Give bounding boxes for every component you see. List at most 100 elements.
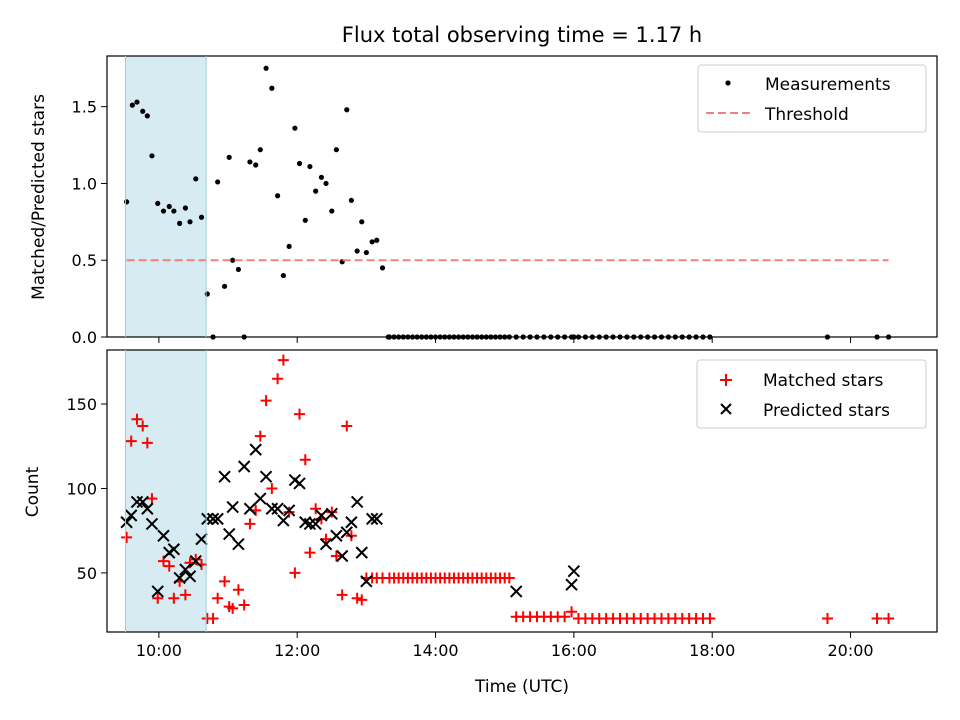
matched-point	[219, 575, 231, 587]
predicted-point	[259, 470, 273, 483]
predicted-point	[360, 575, 373, 588]
matched-point	[299, 454, 311, 466]
matched-point	[141, 437, 153, 449]
measurement-point	[323, 180, 329, 187]
legend-measurements-marker	[725, 80, 731, 86]
legend-measurements: Measurements	[765, 75, 891, 95]
measurement-point	[215, 179, 221, 185]
matched-point	[821, 612, 833, 624]
legend-matched-marker	[720, 374, 732, 386]
predicted-point	[120, 516, 133, 529]
ratio-legend: Measurements Threshold	[697, 64, 927, 133]
measurement-point	[226, 154, 232, 160]
measurement-point	[123, 199, 130, 205]
matched-point	[559, 611, 571, 623]
measurement-point	[166, 203, 172, 210]
measurement-point	[348, 197, 354, 203]
measurement-point	[374, 237, 380, 243]
matched-point	[207, 612, 219, 624]
measurement-point	[379, 265, 386, 271]
predicted-point	[218, 470, 231, 483]
count-highlight-span	[125, 350, 207, 632]
ratio-highlight-span	[125, 56, 207, 337]
matched-point	[330, 550, 342, 562]
predicted-point	[249, 443, 262, 456]
measurement-point	[269, 85, 275, 91]
measurement-point	[144, 113, 150, 119]
predicted-point	[136, 495, 149, 509]
x-tick-label: 10:00	[136, 641, 182, 660]
measurement-point	[235, 266, 242, 273]
matched-point	[277, 354, 289, 366]
predicted-point	[201, 512, 214, 526]
legend-predicted-marker	[720, 403, 732, 415]
predicted-point	[330, 529, 343, 542]
measurement-point	[280, 272, 286, 279]
predicted-point	[345, 516, 358, 529]
predicted-point	[365, 512, 379, 526]
matched-point	[310, 503, 322, 515]
predicted-point	[130, 495, 144, 509]
predicted-point	[567, 565, 581, 578]
chart-title: Flux total observing time = 1.17 h	[342, 23, 702, 47]
matched-point	[304, 547, 316, 559]
measurement-point	[318, 174, 325, 180]
predicted-point	[282, 504, 296, 517]
count-y-tick-label: 100	[66, 479, 97, 498]
measurement-point	[302, 217, 308, 223]
measurement-point	[313, 188, 319, 194]
measurement-point	[155, 200, 161, 207]
x-tick-label: 20:00	[827, 641, 873, 660]
matched-point	[503, 572, 515, 584]
matched-point	[883, 612, 895, 624]
legend-threshold: Threshold	[764, 105, 849, 125]
predicted-point	[151, 585, 164, 598]
predicted-point	[226, 500, 239, 514]
measurement-point	[296, 160, 303, 167]
measurement-point	[149, 153, 155, 159]
predicted-point	[211, 512, 224, 526]
matched-point	[356, 594, 368, 606]
matched-point	[212, 592, 224, 604]
matched-point	[266, 482, 278, 494]
measurement-point	[263, 65, 269, 71]
measurement-point	[193, 176, 199, 182]
predicted-point	[335, 549, 349, 563]
matched-point	[566, 606, 578, 618]
measurement-point	[221, 283, 228, 289]
predicted-point	[309, 517, 322, 531]
predicted-point	[206, 512, 220, 526]
predicted-point	[293, 477, 306, 490]
measurement-point	[177, 220, 183, 226]
predicted-point	[243, 502, 257, 515]
count-legend: Matched stars Predicted stars	[696, 359, 927, 429]
predicted-point	[325, 507, 338, 521]
matched-point	[326, 506, 338, 518]
predicted-point	[370, 512, 383, 526]
ratio-plot-frame	[106, 55, 938, 338]
matched-point	[131, 413, 143, 425]
measurement-point	[292, 125, 298, 131]
measurement-point	[182, 205, 188, 211]
measurement-point	[140, 108, 146, 114]
predicted-point	[237, 460, 251, 473]
matched-point	[227, 602, 239, 614]
predicted-point	[271, 502, 284, 515]
legend-matched: Matched stars	[763, 371, 883, 391]
legend-predicted: Predicted stars	[763, 401, 890, 421]
x-tick-label: 18:00	[689, 641, 735, 660]
count-plot-frame	[106, 349, 938, 633]
ratio-y-tick-label: 0.0	[72, 328, 97, 347]
measurement-point	[307, 163, 313, 170]
predicted-point	[355, 546, 368, 559]
predicted-point	[265, 502, 279, 515]
measurement-point	[333, 147, 340, 153]
matched-point	[152, 592, 164, 604]
predicted-point	[510, 585, 523, 598]
x-tick-label: 12:00	[274, 641, 320, 660]
measurement-point	[198, 214, 205, 220]
predicted-point	[183, 570, 197, 583]
matched-point	[871, 612, 883, 624]
matched-point	[254, 430, 266, 442]
